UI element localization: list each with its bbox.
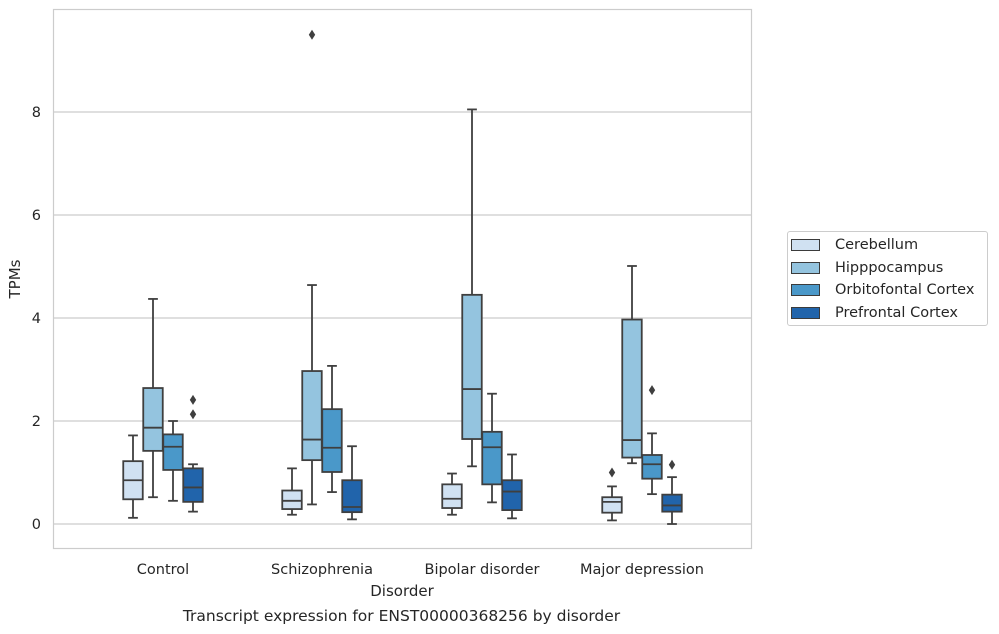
box-iqr bbox=[321, 408, 343, 473]
x-axis-label: Disorder bbox=[370, 582, 434, 600]
legend-label: Hipppocampus bbox=[835, 259, 944, 276]
box-orbitofontal-cortex bbox=[481, 392, 503, 504]
chart-caption-container: Transcript expression for ENST0000036825… bbox=[0, 606, 999, 625]
box-iqr bbox=[142, 387, 164, 452]
box-orbitofontal-cortex bbox=[321, 364, 343, 493]
plot-area-frame bbox=[52, 8, 753, 550]
legend-label: Prefrontal Cortex bbox=[835, 304, 958, 321]
y-tick-label: 6 bbox=[32, 208, 41, 224]
y-tick-labels: 0 2 4 6 8 bbox=[32, 105, 41, 533]
outlier-point bbox=[308, 29, 316, 40]
box-iqr bbox=[621, 318, 643, 459]
box-prefrontal-cortex bbox=[341, 445, 363, 521]
box-orbitofontal-cortex bbox=[162, 420, 184, 502]
legend-item: Hipppocampus bbox=[791, 258, 943, 278]
x-tick-label: Control bbox=[137, 562, 189, 578]
box-cerebellum bbox=[281, 467, 303, 516]
y-tick-label: 8 bbox=[32, 105, 41, 121]
box-iqr bbox=[301, 370, 323, 462]
box-iqr bbox=[601, 496, 623, 514]
outlier-point bbox=[608, 467, 616, 478]
box-hipppocampus bbox=[621, 265, 643, 465]
box-prefrontal-cortex bbox=[182, 394, 204, 513]
outlier-point bbox=[648, 385, 656, 396]
y-tick-label: 2 bbox=[32, 414, 41, 430]
legend-item: Cerebellum bbox=[791, 235, 918, 255]
box-iqr bbox=[162, 433, 184, 471]
x-tick-label: Major depression bbox=[580, 562, 704, 578]
legend-label: Orbitofontal Cortex bbox=[835, 282, 975, 298]
legend-item: Orbitofontal Cortex bbox=[791, 280, 974, 300]
x-tick-labels: Control Schizophrenia Bipolar disorder Majo… bbox=[137, 562, 704, 578]
legend-swatch bbox=[791, 306, 820, 319]
box-iqr bbox=[441, 483, 463, 509]
legend-label: Cerebellum bbox=[835, 237, 919, 253]
legend-swatch bbox=[791, 239, 820, 251]
boxes-layer bbox=[122, 29, 683, 525]
x-tick-label: Schizophrenia bbox=[271, 562, 373, 578]
box-iqr bbox=[461, 293, 483, 440]
y-tick-label: 4 bbox=[32, 311, 41, 327]
legend: Cerebellum Hipppocampus Orbitofontal Corte… bbox=[787, 231, 988, 326]
box-hipppocampus bbox=[301, 29, 323, 506]
box-orbitofontal-cortex bbox=[641, 385, 663, 496]
box-hipppocampus bbox=[142, 298, 164, 499]
box-iqr bbox=[661, 493, 683, 513]
box-iqr bbox=[501, 479, 523, 511]
y-axis-label: TPMs bbox=[6, 259, 24, 299]
legend-item: Prefrontal Cortex bbox=[791, 303, 958, 323]
box-iqr bbox=[182, 467, 204, 503]
y-tick-label: 0 bbox=[32, 517, 41, 533]
outlier-point bbox=[189, 409, 197, 420]
legend-swatch bbox=[791, 261, 820, 274]
chart-caption: Transcript expression for ENST0000036825… bbox=[182, 607, 621, 625]
box-iqr bbox=[281, 489, 303, 510]
box-iqr bbox=[641, 454, 663, 480]
box-cerebellum bbox=[601, 467, 623, 522]
outlier-point bbox=[189, 394, 197, 405]
outlier-point bbox=[668, 459, 676, 470]
box-hipppocampus bbox=[461, 108, 483, 468]
x-tick-label: Bipolar disorder bbox=[425, 562, 540, 578]
box-iqr bbox=[481, 430, 503, 486]
box-prefrontal-cortex bbox=[661, 459, 683, 525]
box-cerebellum bbox=[122, 434, 144, 519]
box-iqr bbox=[341, 479, 363, 514]
box-prefrontal-cortex bbox=[501, 453, 523, 520]
box-cerebellum bbox=[441, 472, 463, 516]
legend-swatch bbox=[791, 284, 820, 296]
